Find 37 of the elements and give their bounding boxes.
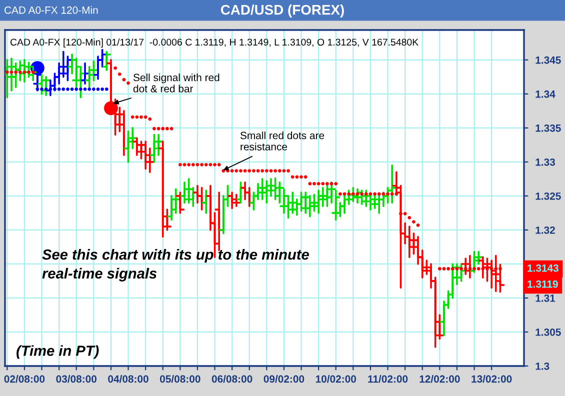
x-tick-label: 03/08:00: [56, 375, 96, 383]
candlestick: [150, 134, 158, 163]
x-tick-label: 10/02:00: [316, 375, 356, 383]
candlestick: [176, 192, 184, 214]
x-tick-label: 09/02:00: [264, 375, 304, 383]
y-tick-label: 1.345: [536, 56, 561, 64]
annotation: CAD A0-FX [120-Min] 01/13/17 -0.0006 C 1.3119, H 1.3149, L 1.3109, O 1.3125, V 167.5480K: [10, 38, 418, 48]
x-tick-label: 12/02:00: [420, 375, 460, 383]
text: 1.3119: [528, 280, 558, 288]
candlestick: [102, 50, 111, 72]
annotation: Small red dots are resistance: [240, 132, 324, 150]
candlestick: [38, 74, 46, 95]
annotation: Sell signal with red dot & red bar: [133, 74, 220, 92]
x-tick-label: 06/08:00: [212, 375, 252, 383]
y-tick-label: 1.31: [536, 294, 556, 302]
candlestick: [232, 194, 241, 208]
text: CAD A0-FX 120-Min: [4, 6, 98, 14]
y-tick-label: 1.335: [536, 124, 561, 132]
candlestick: [470, 250, 478, 274]
x-tick-label: 13/02:00: [472, 375, 512, 383]
x-tick-label: 04/08:00: [108, 375, 148, 383]
text: 1.3143: [528, 264, 558, 272]
y-tick-label: 1.33: [536, 158, 556, 166]
y-tick-label: 1.325: [536, 192, 561, 200]
candlestick: [353, 188, 362, 204]
candlestick: [124, 130, 132, 163]
candlestick: [184, 178, 193, 204]
annotation: (Time in PT): [16, 345, 99, 359]
chart-title: CAD/USD (FOREX): [220, 4, 344, 18]
y-tick-label: 1.34: [536, 90, 556, 98]
x-tick-label: 05/08:00: [160, 375, 200, 383]
x-tick-label: 02/08:00: [4, 375, 45, 383]
y-tick-label: 1.32: [536, 226, 555, 234]
annotation: See this chart with its up to the minute real-time signals: [42, 249, 309, 282]
y-tick-label: 1.305: [536, 328, 561, 336]
x-tick-label: 11/02:00: [368, 375, 408, 383]
y-tick-label: 1.3: [536, 362, 550, 370]
